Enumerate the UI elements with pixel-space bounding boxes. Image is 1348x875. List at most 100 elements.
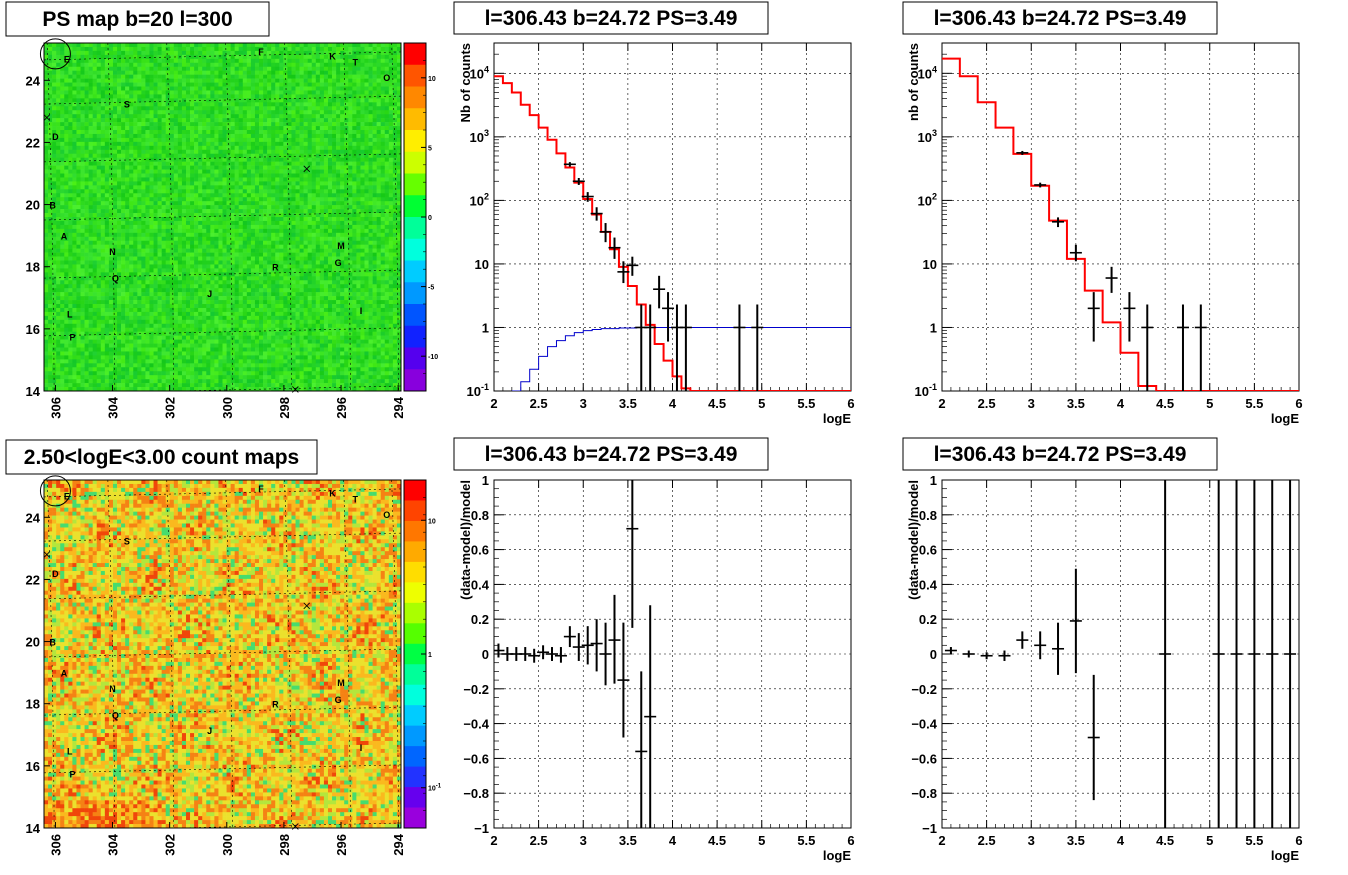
heatmap-cell	[165, 46, 171, 52]
heatmap-cell	[210, 224, 215, 230]
heatmap-cell	[141, 78, 146, 83]
heatmap-cell	[263, 43, 268, 48]
heatmap-cell	[234, 339, 240, 344]
heatmap-cell	[48, 157, 53, 162]
heatmap-cell	[263, 343, 268, 348]
heatmap-cell	[104, 114, 110, 119]
heatmap-cell	[117, 232, 122, 238]
heatmap-cell	[137, 300, 142, 305]
heatmap-cell	[242, 149, 248, 155]
heatmap-cell	[145, 50, 150, 56]
heatmap-cell	[271, 276, 276, 281]
heatmap-cell	[153, 296, 158, 301]
heatmap-cell	[190, 161, 195, 166]
heatmap-cell	[246, 114, 252, 119]
heatmap-cell	[104, 220, 110, 226]
heatmap-cell	[165, 363, 171, 368]
heatmap-cell	[157, 145, 162, 151]
heatmap-cell	[121, 248, 126, 253]
heatmap-cell	[234, 335, 240, 340]
heatmap-cell	[190, 327, 195, 332]
heatmap-cell	[56, 236, 61, 242]
heatmap-cell	[80, 355, 85, 360]
heatmap-cell	[129, 347, 134, 352]
heatmap-cell	[230, 359, 235, 364]
heatmap-cell	[149, 181, 154, 186]
heatmap-cell	[246, 379, 252, 384]
heatmap-cell	[145, 339, 150, 344]
heatmap-cell	[125, 296, 130, 301]
heatmap-cell	[100, 78, 106, 83]
heatmap-cell	[234, 70, 240, 75]
heatmap-cell	[60, 177, 65, 182]
heatmap-cell	[84, 383, 89, 388]
heatmap-cell	[254, 236, 260, 242]
heatmap-cell	[222, 169, 227, 174]
heatmap-cell	[64, 74, 69, 79]
heatmap-cell	[238, 197, 244, 202]
heatmap-cell	[72, 387, 77, 391]
heatmap-cell	[222, 205, 227, 210]
heatmap-cell	[104, 122, 110, 127]
heatmap-cell	[181, 181, 187, 186]
heatmap-cell	[76, 185, 81, 190]
heatmap-cell	[190, 102, 195, 107]
heatmap-cell	[259, 232, 264, 238]
heatmap-cell	[153, 375, 158, 380]
heatmap-cell	[165, 327, 171, 332]
heatmap-cell	[202, 300, 207, 305]
heatmap-cell	[104, 161, 110, 166]
heatmap-cell	[173, 177, 179, 182]
heatmap-cell	[177, 189, 183, 194]
heatmap-cell	[76, 383, 81, 388]
heatmap-cell	[145, 161, 150, 166]
heatmap-cell	[44, 252, 49, 257]
heatmap-cell	[246, 232, 252, 238]
heatmap-cell	[76, 359, 81, 364]
heatmap-cell	[214, 189, 219, 194]
heatmap-cell	[141, 311, 146, 317]
heatmap-cell	[92, 70, 98, 75]
heatmap-cell	[169, 367, 175, 372]
heatmap-cell	[165, 58, 171, 64]
heatmap-cell	[60, 236, 65, 242]
heatmap-cell	[76, 181, 81, 186]
heatmap-cell	[222, 300, 227, 305]
heatmap-cell	[104, 141, 110, 147]
heatmap-cell	[242, 224, 248, 230]
heatmap-cell	[76, 50, 81, 56]
heatmap-cell	[222, 383, 227, 388]
heatmap-cell	[157, 149, 162, 155]
heatmap-cell	[267, 58, 272, 64]
heatmap-cell	[64, 387, 69, 391]
heatmap-cell	[100, 46, 106, 52]
heatmap-cell	[125, 228, 130, 234]
heatmap-cell	[64, 304, 69, 309]
heatmap-cell	[165, 272, 171, 277]
heatmap-cell	[145, 126, 150, 131]
heatmap-cell	[153, 46, 158, 52]
heatmap-cell	[133, 165, 138, 170]
heatmap-cell	[141, 296, 146, 301]
heatmap-cell	[88, 383, 93, 388]
heatmap-cell	[177, 260, 183, 265]
heatmap-cell	[234, 133, 240, 139]
heatmap-cell	[165, 224, 171, 230]
heatmap-cell	[48, 205, 53, 210]
heatmap-cell	[133, 248, 138, 253]
heatmap-cell	[64, 114, 69, 119]
heatmap-cell	[64, 240, 69, 245]
heatmap-cell	[190, 74, 195, 79]
heatmap-cell	[60, 145, 65, 151]
heatmap-cell	[198, 201, 203, 206]
heatmap-cell	[250, 165, 256, 170]
heatmap-cell	[88, 86, 93, 91]
heatmap-cell	[112, 205, 118, 210]
heatmap-cell	[108, 252, 114, 257]
heatmap-cell	[92, 137, 98, 143]
heatmap-cell	[222, 359, 227, 364]
heatmap-cell	[100, 62, 106, 68]
heatmap-cell	[104, 347, 110, 352]
heatmap-cell	[161, 94, 167, 99]
heatmap-cell	[96, 189, 102, 194]
